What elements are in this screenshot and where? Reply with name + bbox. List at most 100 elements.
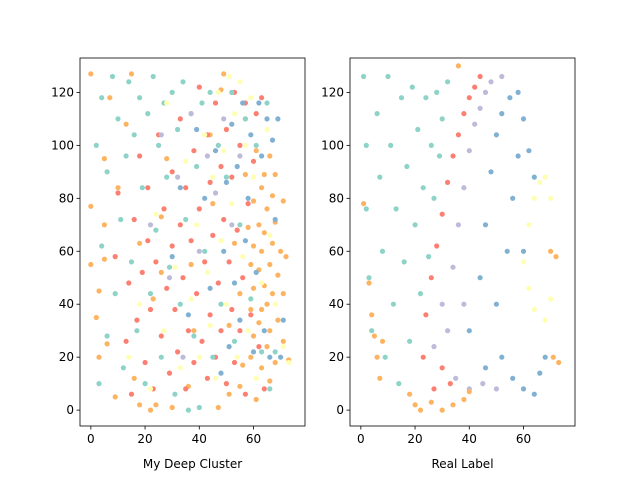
data-point	[428, 275, 434, 281]
data-point	[207, 322, 213, 328]
data-point	[153, 402, 159, 408]
data-point	[109, 73, 116, 80]
data-point	[510, 195, 516, 201]
data-point	[93, 142, 99, 148]
data-point	[234, 227, 240, 233]
data-point	[369, 312, 375, 318]
data-point	[278, 354, 284, 360]
data-point	[407, 338, 413, 344]
data-point	[253, 111, 259, 117]
data-point	[177, 301, 183, 307]
data-point	[204, 269, 210, 275]
data-point	[423, 312, 429, 318]
data-point	[259, 248, 265, 254]
data-point	[245, 328, 251, 334]
data-point	[96, 381, 102, 387]
data-point	[436, 153, 443, 159]
data-point	[161, 328, 167, 334]
data-point	[194, 291, 200, 297]
data-point	[161, 206, 167, 212]
data-point	[520, 116, 527, 122]
data-point	[188, 111, 194, 117]
data-point	[147, 291, 154, 297]
data-point	[218, 301, 224, 307]
data-point	[504, 248, 510, 254]
data-point	[250, 333, 257, 339]
data-point	[134, 328, 140, 334]
data-point	[264, 100, 270, 106]
x-tick-label: 40	[462, 432, 477, 446]
data-point	[218, 163, 224, 170]
data-point	[420, 185, 426, 191]
data-point	[385, 73, 391, 80]
data-point	[493, 132, 499, 138]
data-point	[169, 89, 175, 95]
data-point	[374, 111, 380, 117]
data-point	[390, 301, 396, 307]
data-point	[280, 344, 286, 350]
data-point	[164, 100, 170, 106]
data-point	[99, 243, 105, 249]
data-point	[269, 137, 276, 143]
y-tick-label: 60	[329, 244, 344, 258]
data-point	[259, 95, 265, 101]
data-point	[145, 111, 151, 117]
data-point	[177, 116, 183, 122]
data-point	[366, 280, 372, 286]
data-point	[272, 171, 278, 178]
data-point	[461, 185, 467, 191]
data-point	[250, 198, 257, 204]
data-point	[250, 174, 257, 180]
data-point	[137, 240, 143, 246]
data-point	[520, 248, 527, 254]
data-point	[445, 179, 451, 185]
x-tick-label: 60	[516, 432, 531, 446]
cluster-1	[112, 84, 267, 397]
data-point	[210, 174, 216, 180]
data-point	[550, 354, 556, 360]
data-point	[164, 174, 170, 180]
data-point	[237, 328, 243, 334]
data-point	[439, 116, 445, 122]
cluster-2	[431, 73, 505, 392]
data-point	[361, 201, 367, 207]
data-point	[126, 280, 132, 286]
data-point	[221, 216, 227, 223]
data-point	[477, 73, 483, 80]
data-point	[455, 132, 461, 138]
data-point	[183, 386, 189, 392]
data-point	[542, 354, 548, 360]
data-point	[434, 243, 440, 249]
data-point	[542, 174, 548, 180]
y-tick-label: 40	[329, 297, 344, 311]
data-point	[261, 230, 267, 236]
data-point	[112, 394, 118, 400]
data-point	[537, 370, 543, 376]
data-point	[267, 354, 273, 360]
data-point	[431, 386, 437, 392]
data-point	[280, 317, 286, 323]
data-point	[363, 142, 369, 148]
data-point	[267, 386, 273, 392]
data-point	[158, 269, 164, 275]
data-point	[242, 238, 248, 244]
x-axis-label: Real Label	[431, 457, 493, 471]
data-point	[234, 354, 240, 360]
data-point	[417, 291, 424, 297]
data-point	[250, 349, 257, 355]
data-point	[248, 354, 254, 360]
data-point	[280, 291, 286, 297]
data-point	[231, 111, 238, 117]
data-point	[153, 227, 159, 233]
data-point	[215, 142, 221, 148]
data-point	[434, 89, 440, 95]
data-point	[248, 306, 254, 313]
data-point	[250, 158, 257, 164]
data-point	[221, 148, 227, 154]
data-point	[229, 121, 235, 127]
data-point	[153, 211, 159, 217]
data-point	[264, 206, 270, 212]
data-point	[447, 381, 453, 387]
data-point	[259, 185, 265, 191]
data-point	[180, 79, 186, 85]
